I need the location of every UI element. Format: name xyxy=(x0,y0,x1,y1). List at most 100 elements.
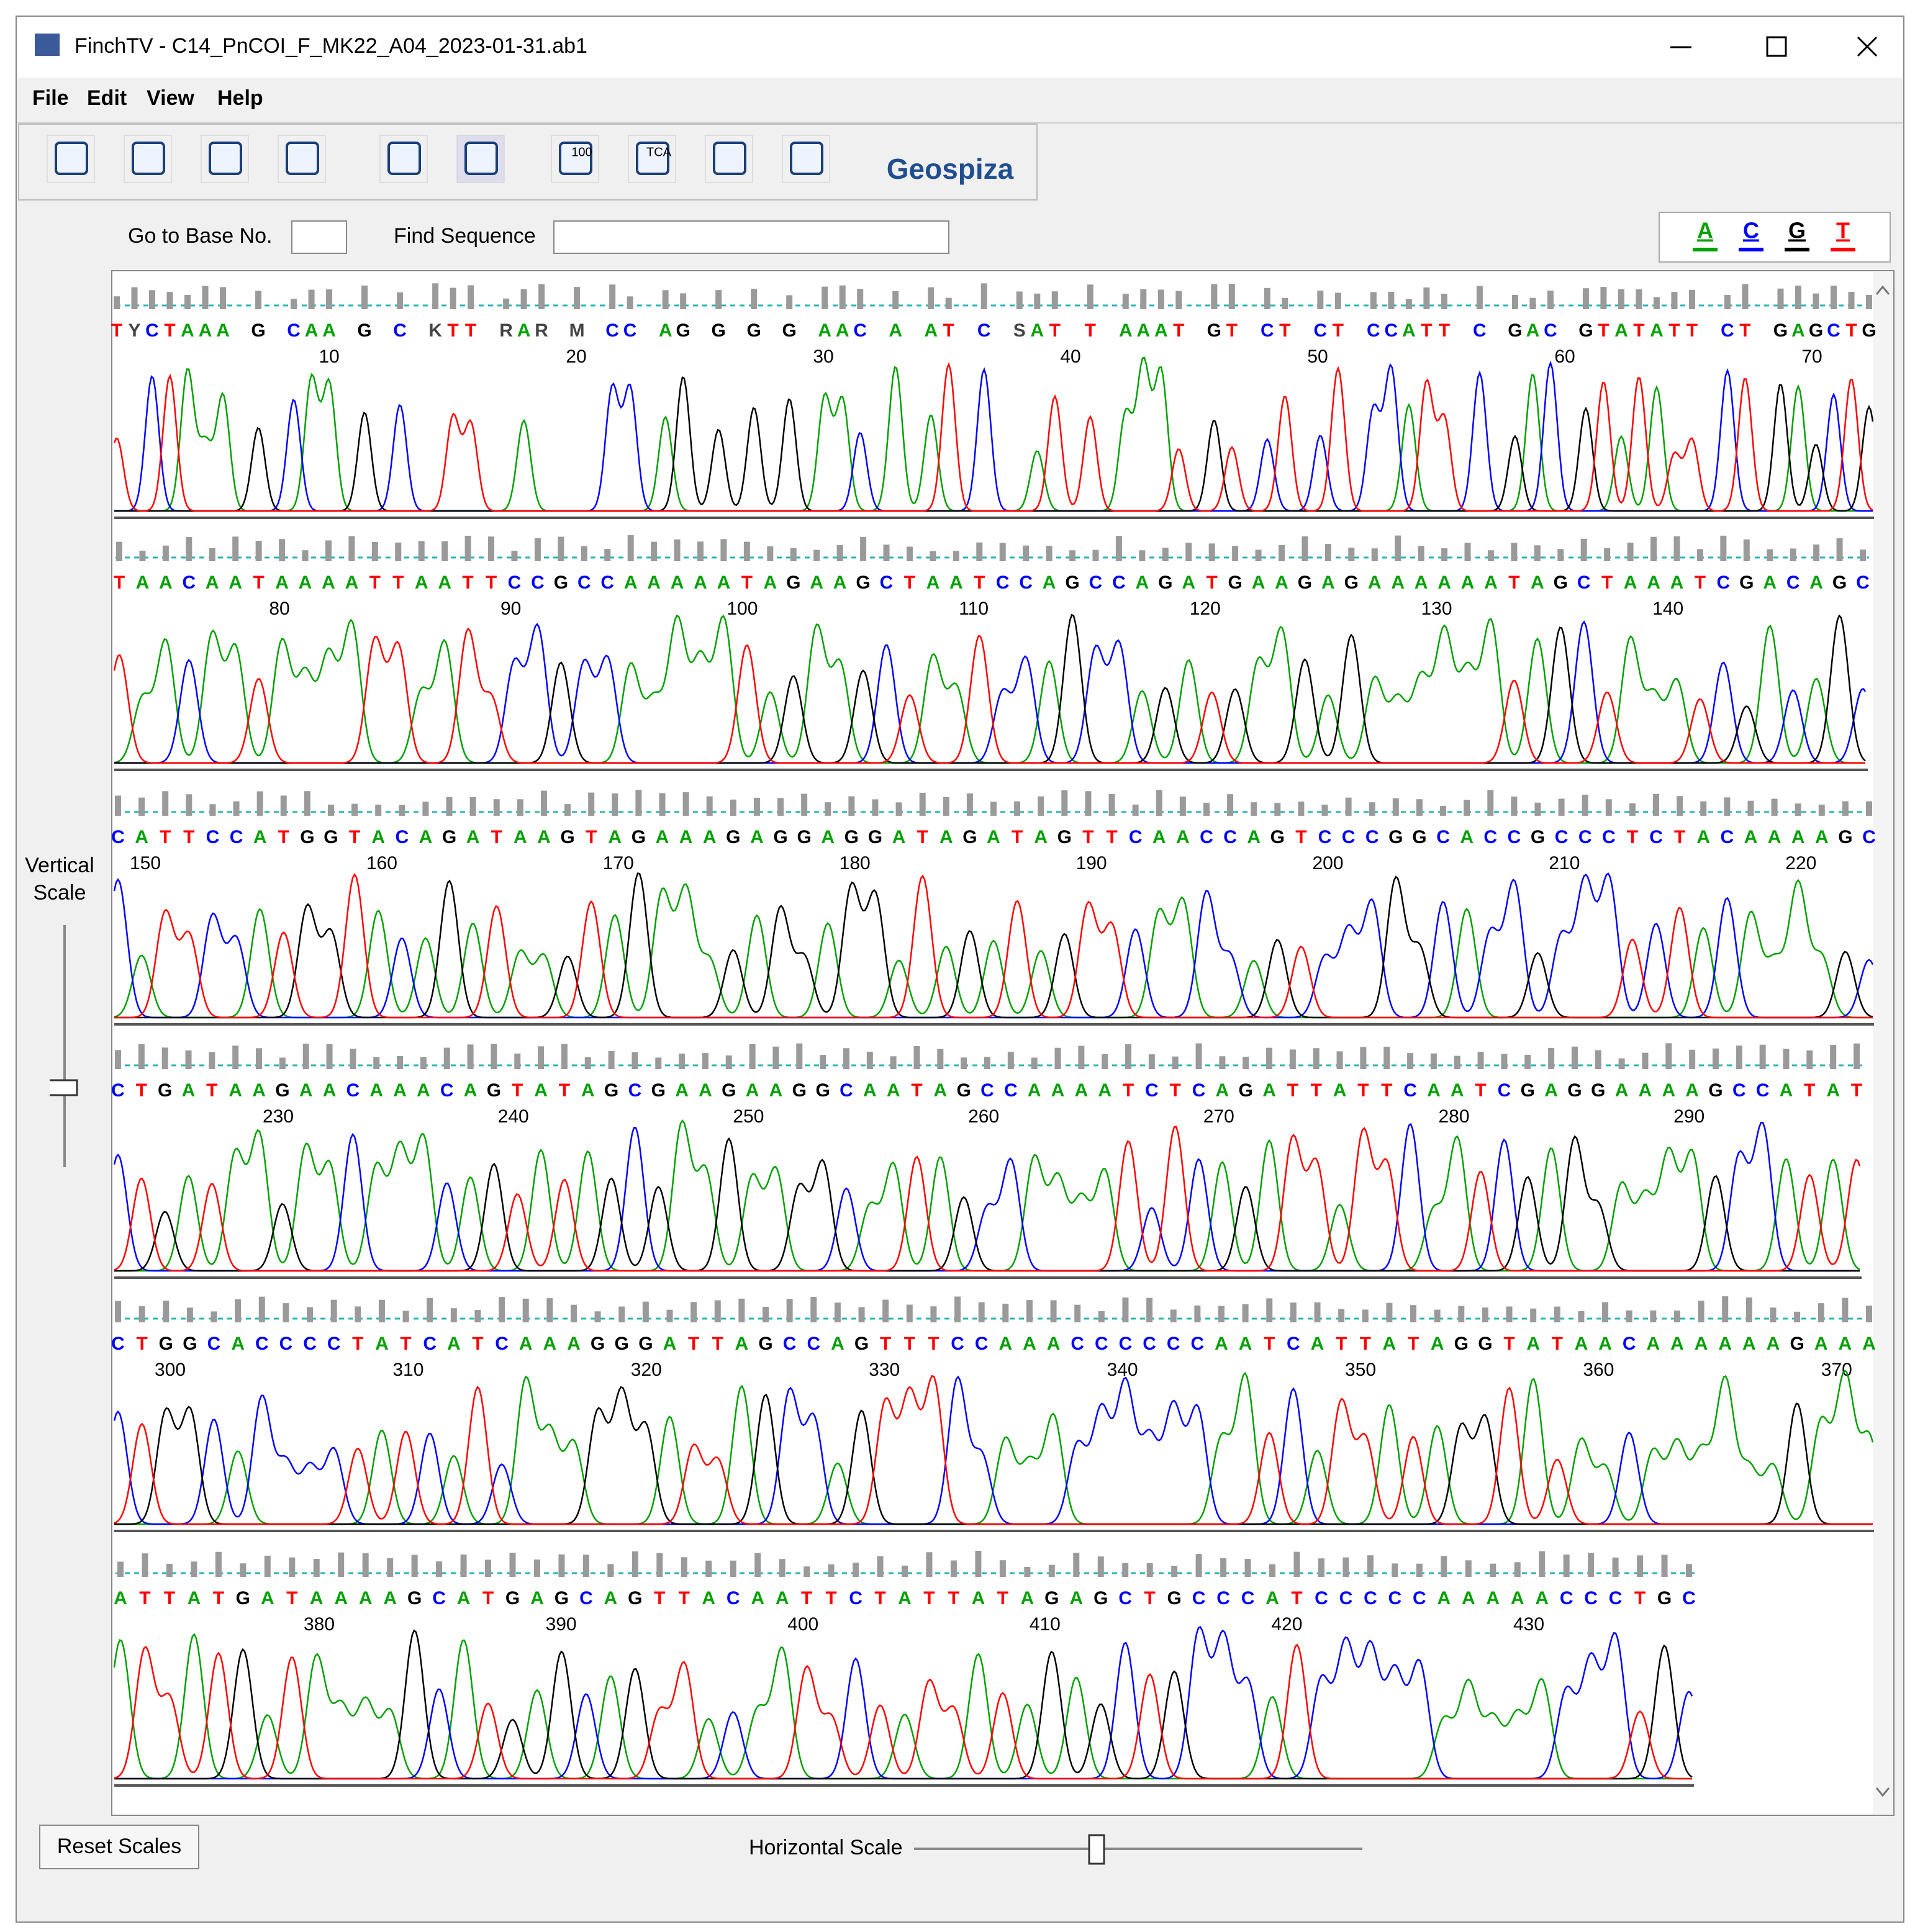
toolbar-button[interactable] xyxy=(705,135,753,183)
quality-bar xyxy=(1818,805,1825,816)
base-call: A xyxy=(1030,320,1044,341)
quality-bar xyxy=(1580,538,1587,561)
quality-bar xyxy=(906,1304,913,1322)
quality-bar xyxy=(642,1301,649,1322)
quality-bar xyxy=(853,1563,859,1577)
quality-bar xyxy=(1770,1307,1777,1322)
quality-bar xyxy=(264,1555,271,1577)
base-call: A xyxy=(1535,1588,1549,1609)
maximize-button[interactable] xyxy=(1766,36,1787,57)
quality-bar xyxy=(1050,1300,1057,1322)
menu-item[interactable]: Edit xyxy=(87,86,127,110)
base-call: G xyxy=(505,1588,520,1609)
quality-bar xyxy=(1511,543,1518,561)
quality-bar xyxy=(1548,1047,1555,1069)
scroll-up[interactable] xyxy=(1875,285,1890,295)
quality-bar xyxy=(975,1551,982,1577)
quality-bar xyxy=(656,1553,663,1577)
base-call: T xyxy=(880,1334,891,1354)
base-call: A xyxy=(543,1334,557,1354)
quality-bar xyxy=(1534,545,1541,561)
menu-item[interactable]: Help xyxy=(217,86,263,110)
toolbar-button[interactable] xyxy=(124,135,172,183)
base-call: A xyxy=(229,1080,242,1101)
toolbar-icon xyxy=(464,142,498,175)
base-call: A xyxy=(694,572,707,593)
scrollbar[interactable] xyxy=(1873,272,1893,1814)
quality-bar xyxy=(1578,1311,1585,1322)
base-call: T xyxy=(1475,1080,1486,1101)
base-call: A xyxy=(656,827,669,847)
reset-scales-button[interactable] xyxy=(39,1825,199,1869)
vertical-slider-thumb[interactable] xyxy=(50,1079,78,1096)
quality-bar xyxy=(114,296,120,309)
toolbar-button[interactable] xyxy=(379,135,428,183)
quality-bar xyxy=(836,545,843,561)
base-call: T xyxy=(349,827,360,847)
toolbar-button[interactable] xyxy=(278,135,326,183)
quality-bar xyxy=(256,1048,263,1069)
base-call: C xyxy=(727,1588,740,1609)
close-button[interactable] xyxy=(1857,36,1878,57)
quality-bar xyxy=(1313,1048,1320,1069)
toolbar-button[interactable] xyxy=(782,135,830,183)
quality-bar xyxy=(1605,799,1612,816)
quality-bar xyxy=(877,1556,884,1577)
base-call: C xyxy=(807,1334,820,1354)
quality-bar xyxy=(509,1553,516,1577)
menu-item[interactable]: View xyxy=(147,86,194,110)
base-call: A xyxy=(188,1588,201,1609)
base-call: A xyxy=(810,572,823,593)
quality-bar xyxy=(618,1306,625,1322)
quality-bar xyxy=(749,1044,756,1069)
base-call: G xyxy=(722,1080,736,1101)
base-position: 90 xyxy=(500,598,521,619)
goto-input[interactable] xyxy=(291,220,347,254)
quality-bar xyxy=(185,1050,192,1069)
quality-bar xyxy=(1458,1306,1465,1322)
toolbar-button[interactable] xyxy=(551,135,599,183)
brand-logo[interactable]: Geospiza xyxy=(887,153,1014,185)
toolbar-button[interactable] xyxy=(201,135,249,183)
quality-bar xyxy=(1302,536,1308,561)
quality-bar xyxy=(943,797,949,816)
base-call: A xyxy=(517,320,531,341)
base-call: T xyxy=(1633,320,1644,341)
quality-bar xyxy=(1061,790,1068,816)
base-call: T xyxy=(472,1334,483,1354)
base-call: G xyxy=(1270,827,1285,847)
quality-bar xyxy=(1673,536,1680,561)
base-call: T xyxy=(874,1588,885,1609)
find-input[interactable] xyxy=(553,220,949,254)
base-position: 290 xyxy=(1673,1106,1704,1127)
quality-bar xyxy=(674,539,681,561)
scroll-down[interactable] xyxy=(1875,1787,1890,1797)
quality-bar xyxy=(1172,1056,1179,1069)
quality-bar xyxy=(209,1052,215,1069)
quality-bar xyxy=(820,1055,826,1069)
base-call: G xyxy=(1578,320,1593,341)
title-bar xyxy=(17,17,1903,78)
toolbar-button[interactable] xyxy=(47,135,95,183)
base-call: A xyxy=(1119,320,1133,341)
quality-bar xyxy=(1407,1053,1414,1069)
quality-bar xyxy=(540,790,547,816)
base-call: T xyxy=(1049,320,1061,341)
reset-scales-label[interactable]: Reset Scales xyxy=(57,1835,181,1858)
base-call: A xyxy=(1262,1080,1276,1101)
base-call: A xyxy=(1598,1334,1612,1354)
trace-t xyxy=(113,361,1873,512)
quality-bar xyxy=(1132,804,1139,816)
quality-bar xyxy=(1477,1052,1484,1069)
quality-bar xyxy=(1175,291,1182,309)
base-call: R xyxy=(535,320,548,341)
menu-item[interactable]: File xyxy=(32,86,69,110)
toolbar-button[interactable] xyxy=(628,135,676,183)
base-call: C xyxy=(1436,827,1450,847)
horizontal-slider-thumb[interactable] xyxy=(1088,1834,1105,1865)
quality-bar xyxy=(574,287,581,309)
quality-bar xyxy=(777,798,784,816)
base-call: A xyxy=(1265,1588,1279,1609)
base-call: G xyxy=(1862,320,1876,341)
